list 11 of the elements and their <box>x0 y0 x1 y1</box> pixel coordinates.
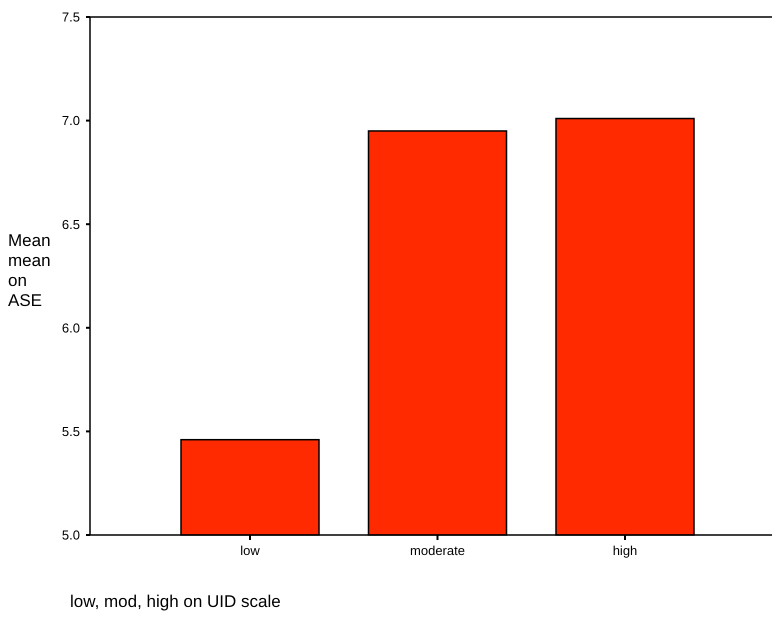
y-tick-label: 6.0 <box>62 320 80 336</box>
y-tick-label: 5.5 <box>62 424 80 439</box>
y-tick-label: 7.0 <box>62 113 80 128</box>
x-axis-title: low, mod, high on UID scale <box>70 592 281 611</box>
y-axis-title: Mean mean on ASE <box>8 231 51 310</box>
y-tick-label: 5.0 <box>62 528 80 543</box>
x-tick-label: high <box>612 543 638 558</box>
x-tick-label: moderate <box>410 543 465 558</box>
y-tick-label: 7.5 <box>62 10 80 25</box>
x-tick-label: low <box>240 543 260 558</box>
y-tick-label: 6.5 <box>62 216 80 232</box>
